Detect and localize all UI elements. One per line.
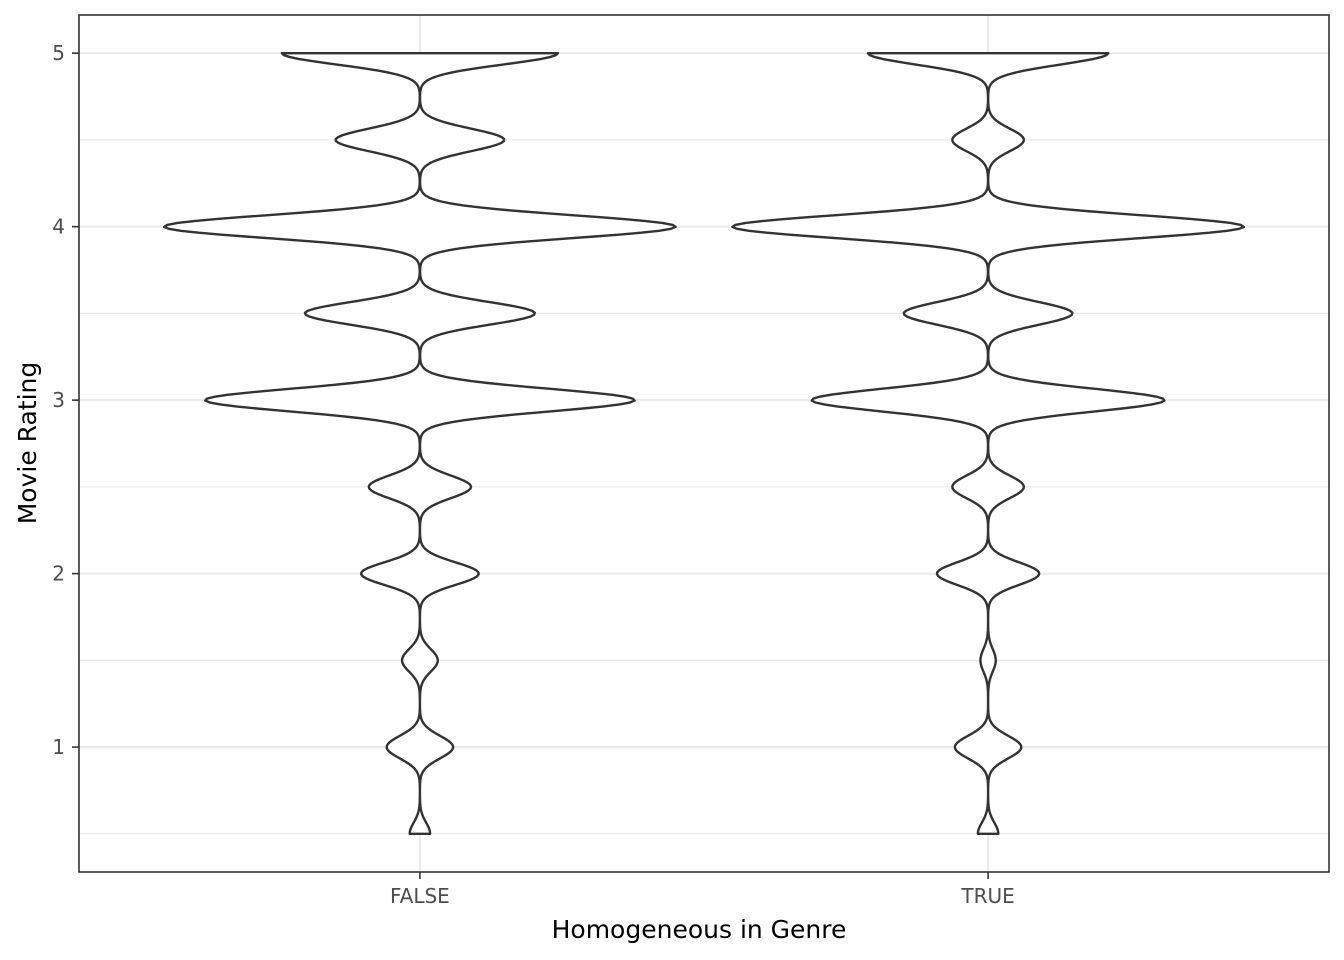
- x-axis-title: Homogeneous in Genre: [552, 915, 847, 944]
- y-tick-label: 3: [52, 388, 65, 412]
- plot-background: [79, 15, 1329, 872]
- violin-true: [731, 51, 1245, 836]
- x-tick-label: FALSE: [390, 884, 450, 908]
- y-axis-title: Movie Rating: [13, 362, 42, 525]
- x-tick-label: TRUE: [960, 884, 1014, 908]
- plot-border: [78, 14, 1330, 873]
- violins: [163, 51, 1245, 836]
- axes: 1 2 3 4 5 FALSE TRUE: [52, 41, 1015, 908]
- y-tick-label: 5: [52, 41, 65, 65]
- y-tick-label: 1: [52, 735, 65, 759]
- y-tick-label: 2: [52, 562, 65, 586]
- violin-false: [163, 51, 677, 836]
- y-tick-label: 4: [52, 215, 65, 239]
